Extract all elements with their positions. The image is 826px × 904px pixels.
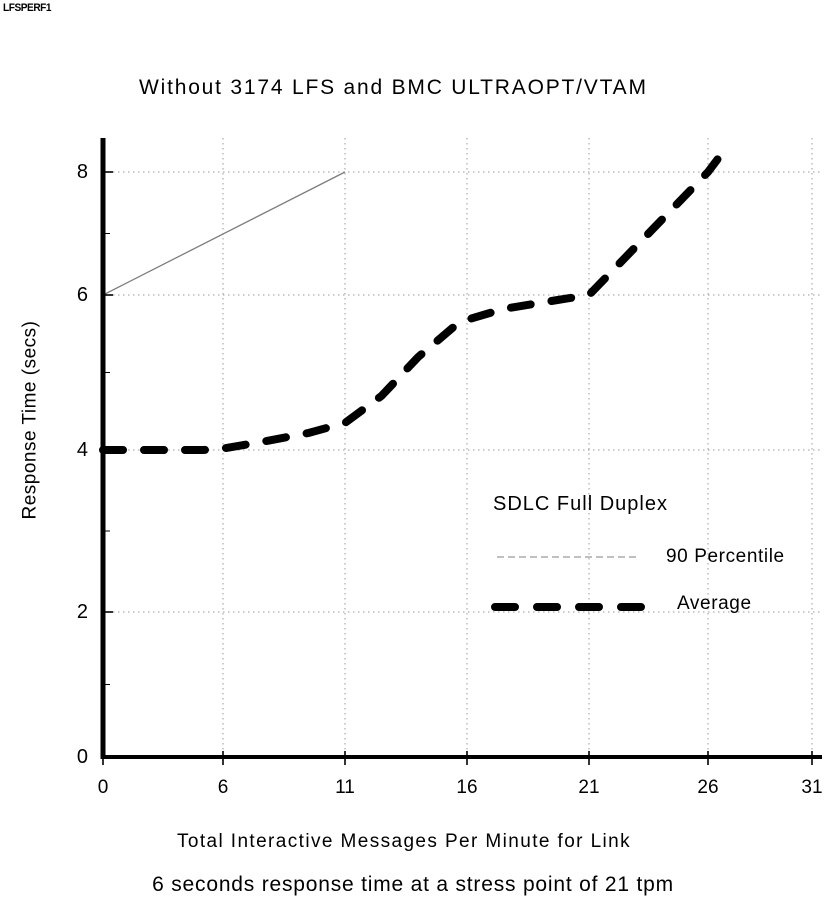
legend-item-90-percentile: 90 Percentile <box>666 546 785 567</box>
legend-item-average: Average <box>677 593 752 614</box>
y-tick-label: 2 <box>76 601 88 623</box>
chart-title: Without 3174 LFS and BMC ULTRAOPT/VTAM <box>139 76 648 99</box>
legend-header: SDLC Full Duplex <box>493 493 668 515</box>
x-tick-label: 0 <box>97 777 109 798</box>
x-tick-label: 6 <box>217 777 229 798</box>
series-90-percentile-line <box>102 171 346 296</box>
x-tick-label: 11 <box>335 777 355 798</box>
chart-caption: 6 seconds response time at a stress poin… <box>152 873 674 896</box>
y-axis-title: Response Time (secs) <box>19 320 41 520</box>
y-tick-label: 8 <box>76 161 88 183</box>
x-tick-label: 21 <box>578 777 600 798</box>
series-average-line <box>99 151 725 454</box>
x-tick-label: 31 <box>801 777 823 798</box>
x-tick-label: 26 <box>697 777 719 798</box>
x-tick-label: 16 <box>456 777 478 798</box>
x-axis-title: Total Interactive Messages Per Minute fo… <box>176 831 632 852</box>
y-tick-label: 0 <box>76 746 88 768</box>
y-tick-label: 4 <box>76 439 88 461</box>
corner-label: LFSPERF1 <box>3 2 52 14</box>
y-tick-label: 6 <box>76 284 88 306</box>
